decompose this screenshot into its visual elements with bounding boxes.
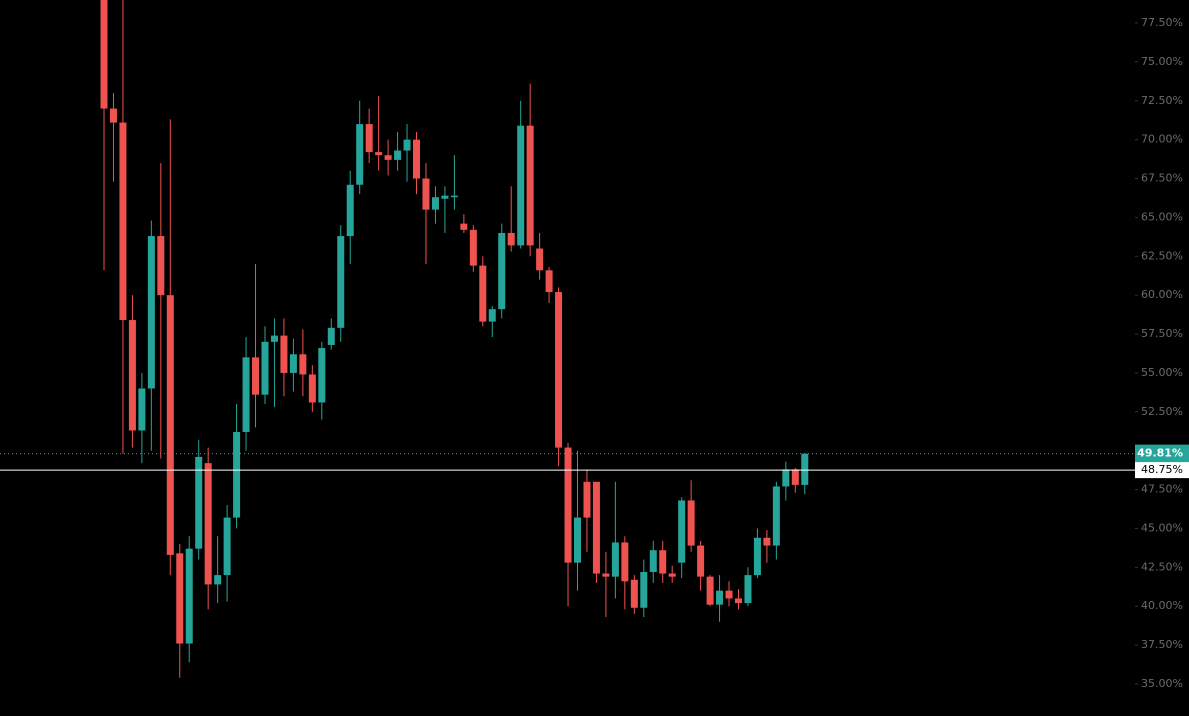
candle-body	[583, 481, 591, 518]
y-tick-label: 65.00%	[1141, 210, 1183, 223]
candle-body	[706, 576, 714, 605]
y-tick-label: 35.00%	[1141, 677, 1183, 690]
candle-body	[233, 432, 241, 518]
candle-body	[526, 125, 534, 246]
candle-body	[119, 122, 127, 321]
candle-body	[460, 223, 468, 230]
candle-body	[668, 573, 676, 577]
candle-body	[270, 335, 278, 342]
candle-body	[659, 550, 667, 574]
y-tick-label: 77.50%	[1141, 16, 1183, 29]
candle-body	[109, 108, 117, 123]
candle-body	[753, 537, 761, 576]
candle-body	[630, 579, 638, 608]
candle-body	[375, 152, 383, 156]
candle-body	[204, 463, 212, 585]
candle-body	[176, 553, 184, 644]
candle-body	[734, 598, 742, 604]
candle-body	[327, 327, 335, 345]
candle-body	[507, 232, 515, 246]
candle-body	[744, 575, 752, 604]
y-tick-label: 47.50%	[1141, 483, 1183, 496]
candle-body	[289, 354, 297, 373]
y-tick-label: 42.50%	[1141, 560, 1183, 573]
candle-body	[242, 357, 250, 433]
candle-body	[280, 335, 288, 373]
candle-body	[166, 295, 174, 555]
candle-body	[498, 232, 506, 310]
y-tick-label: 57.50%	[1141, 327, 1183, 340]
candle-body	[252, 357, 260, 395]
candle-body	[602, 573, 610, 577]
candle-body	[450, 195, 458, 198]
candle-body	[640, 571, 648, 608]
candle-body	[431, 197, 439, 210]
candle-body	[725, 590, 733, 599]
candle-body	[564, 447, 572, 563]
candle-body	[214, 575, 222, 585]
candle-body	[403, 139, 411, 151]
y-tick-label: 37.50%	[1141, 638, 1183, 651]
candle-body	[299, 354, 307, 375]
candle-body	[479, 265, 487, 322]
candle-body	[678, 500, 686, 563]
candle-body	[469, 229, 477, 266]
candle-body	[100, 0, 108, 109]
candle-body	[356, 124, 364, 185]
candle-body	[536, 248, 544, 271]
candle-body	[716, 590, 724, 605]
candle-body	[687, 500, 695, 546]
candle-body	[157, 236, 165, 296]
y-tick-label: 52.50%	[1141, 405, 1183, 418]
candle-body	[488, 309, 496, 322]
candle-body	[574, 517, 581, 563]
y-tick-label: 72.50%	[1141, 94, 1183, 107]
candle-body	[611, 542, 619, 577]
candle-body	[394, 150, 402, 160]
y-tick-label: 40.00%	[1141, 599, 1183, 612]
candle-body	[261, 341, 269, 395]
y-tick-label: 62.50%	[1141, 249, 1183, 262]
candle-body	[517, 125, 525, 246]
candle-body	[223, 517, 231, 576]
y-tick-label: 55.00%	[1141, 366, 1183, 379]
y-tick-label: 70.00%	[1141, 133, 1183, 146]
last-price-badge	[1135, 444, 1189, 463]
last-price-label: 49.81%	[1137, 447, 1183, 460]
candle-body	[791, 469, 799, 485]
candle-body	[422, 178, 430, 210]
candle-body	[337, 236, 345, 328]
candle-body	[185, 548, 193, 644]
candle-body	[147, 236, 155, 389]
crosshair-badge	[1135, 462, 1189, 479]
y-tick-label: 67.50%	[1141, 172, 1183, 185]
candle-body	[318, 348, 326, 403]
candle-body	[195, 456, 203, 549]
y-tick-label: 60.00%	[1141, 288, 1183, 301]
candle-body	[365, 124, 373, 153]
candle-body	[384, 155, 392, 160]
y-tick-label: 45.00%	[1141, 521, 1183, 534]
candle-body	[801, 453, 809, 485]
candle-body	[138, 388, 146, 431]
candle-body	[413, 139, 421, 179]
candle-body	[128, 320, 136, 431]
candle-body	[621, 542, 629, 582]
candle-body	[782, 469, 790, 487]
candle-body	[545, 270, 553, 293]
candle-body	[592, 481, 600, 574]
candle-body	[772, 486, 780, 546]
y-tick-label: 75.00%	[1141, 55, 1183, 68]
candle-body	[697, 545, 705, 577]
candle-body	[308, 374, 316, 403]
candle-body	[763, 537, 771, 546]
candle-body	[441, 195, 449, 199]
candle-body	[555, 292, 563, 448]
crosshair-label: 48.75%	[1141, 463, 1183, 476]
candle-body	[649, 550, 657, 572]
candle-body	[346, 184, 354, 237]
